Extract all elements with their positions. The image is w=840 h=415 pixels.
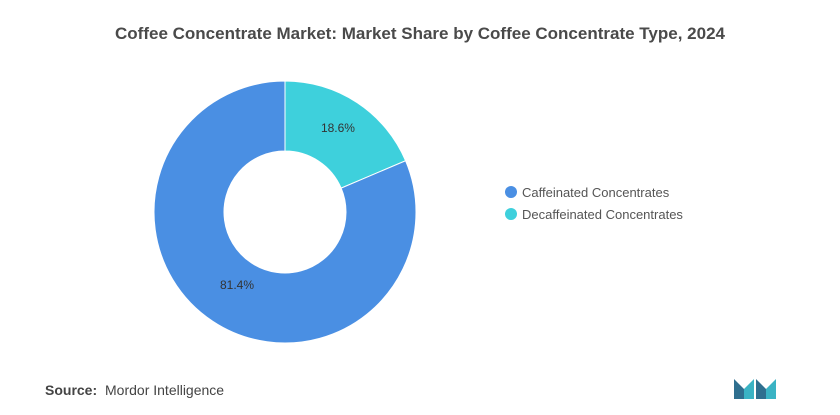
donut-slice-caffeinated <box>153 80 417 344</box>
chart-legend: Caffeinated Concentrates Decaffeinated C… <box>505 181 683 225</box>
legend-item-decaffeinated: Decaffeinated Concentrates <box>505 203 683 225</box>
source-label: Source: <box>45 382 98 398</box>
legend-label: Decaffeinated Concentrates <box>522 206 683 222</box>
legend-item-caffeinated: Caffeinated Concentrates <box>505 181 683 203</box>
slice-value-label: 81.4% <box>220 278 254 292</box>
mordor-intelligence-logo-icon <box>734 379 776 399</box>
source-text: Mordor Intelligence <box>105 382 225 398</box>
source-note: Source: Mordor Intelligence <box>45 382 224 398</box>
chart-title: Coffee Concentrate Market: Market Share … <box>115 24 725 43</box>
donut-slice-decaffeinated <box>284 80 407 189</box>
legend-swatch <box>505 208 517 220</box>
legend-label: Caffeinated Concentrates <box>522 184 670 200</box>
slice-value-label: 18.6% <box>321 121 355 135</box>
legend-swatch <box>505 186 517 198</box>
